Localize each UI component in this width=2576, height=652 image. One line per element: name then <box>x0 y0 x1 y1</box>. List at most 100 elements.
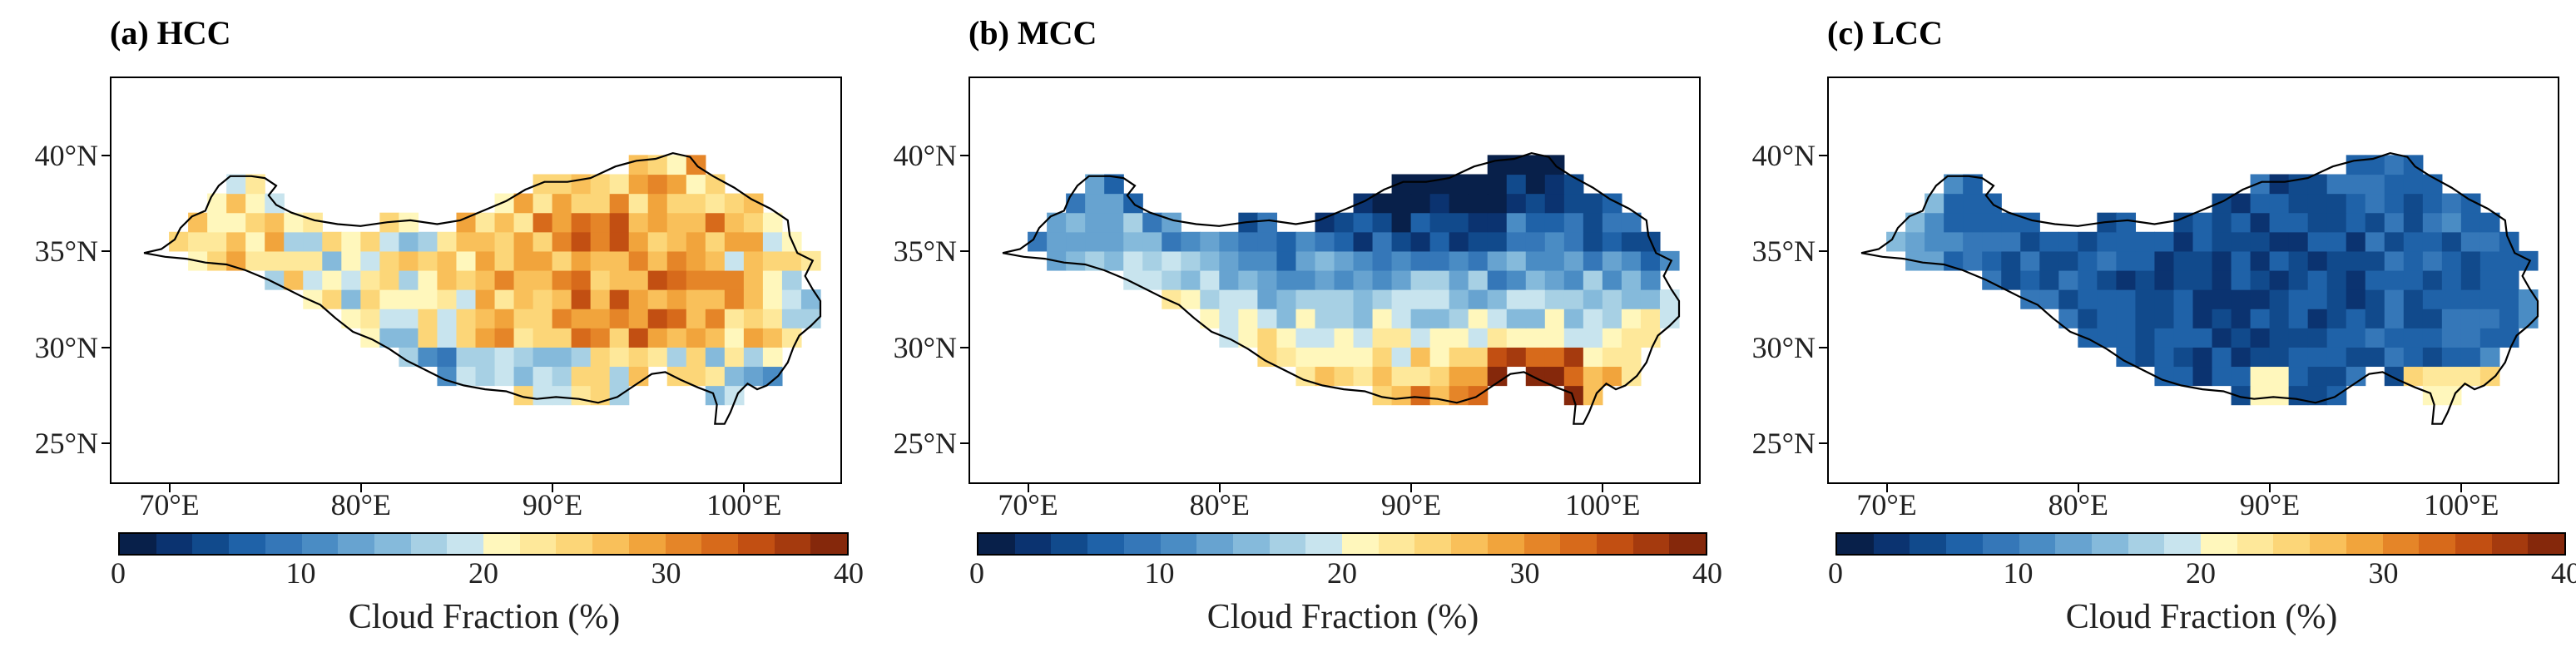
grid-cell <box>360 309 380 328</box>
colorbar-segment <box>2382 534 2420 554</box>
grid-cell <box>1429 193 1450 214</box>
grid-cell <box>2460 347 2481 368</box>
grid-cell <box>513 231 534 252</box>
grid-cell <box>590 309 611 328</box>
grid-cell <box>571 212 592 233</box>
grid-cell <box>2058 309 2078 328</box>
grid-cell <box>571 385 592 406</box>
grid-cell <box>1621 328 1642 348</box>
grid-cell <box>1563 269 1584 290</box>
grid-cell <box>1602 366 1622 387</box>
grid-cell <box>590 193 611 214</box>
grid-cell <box>552 328 572 348</box>
grid-cell <box>418 328 438 348</box>
colorbar-segment <box>1414 534 1452 554</box>
grid-cell <box>2154 328 2175 348</box>
grid-cell <box>418 289 438 309</box>
panel-hcc: (a) HCC 40°N 35°N 30°N 25°N 70°E 80°E 90°E 100°E… <box>0 0 864 652</box>
grid-cell <box>2288 289 2309 309</box>
grid-cell <box>2135 269 2156 290</box>
grid-cell <box>2346 212 2366 233</box>
grid-cell <box>647 269 668 290</box>
colorbar-tick-label: 20 <box>2186 556 2216 590</box>
grid-cell <box>2001 269 2021 290</box>
grid-cell <box>1334 231 1355 252</box>
grid-cell <box>1506 328 1527 348</box>
grid-cell <box>2192 212 2213 233</box>
grid-cell <box>1142 231 1162 252</box>
grid-cell <box>1372 309 1393 328</box>
grid-cell <box>1353 212 1374 233</box>
grid-cell <box>513 212 534 233</box>
grid-cell <box>1315 328 1335 348</box>
grid-cell <box>590 269 611 290</box>
grid-cell <box>1391 309 1412 328</box>
grid-cell <box>2326 366 2347 387</box>
grid-cell <box>1257 231 1278 252</box>
grid-cell <box>2269 250 2290 271</box>
grid-cell <box>686 174 706 195</box>
lat-tick-label: 25°N <box>1751 427 1816 461</box>
grid-cell <box>2326 309 2347 328</box>
grid-cell <box>2422 328 2443 348</box>
grid-cell <box>1506 212 1527 233</box>
colorbar-segment <box>1596 534 1633 554</box>
grid-cell <box>2116 347 2137 368</box>
grid-cell <box>188 212 208 233</box>
grid-cell <box>2231 328 2252 348</box>
grid-cell <box>2001 212 2021 233</box>
grid-cell <box>1353 347 1374 368</box>
grid-cell <box>1315 269 1335 290</box>
grid-cell <box>2250 269 2271 290</box>
grid-cell <box>2307 174 2328 195</box>
grid-cell <box>1544 193 1565 214</box>
colorbar-segment <box>701 534 738 554</box>
grid-cell <box>666 250 687 271</box>
grid-cell <box>686 212 706 233</box>
grid-cell <box>1602 231 1622 252</box>
colorbar <box>118 532 849 556</box>
grid-cell <box>686 347 706 368</box>
grid-cell <box>2384 366 2405 387</box>
lon-tick-label: 80°E <box>330 488 392 521</box>
grid-cell <box>2269 309 2290 328</box>
grid-cell <box>762 309 783 328</box>
grid-cell <box>2078 250 2098 271</box>
grid-cell <box>1219 269 1239 290</box>
grid-cell <box>2192 289 2213 309</box>
grid-cell <box>2422 347 2443 368</box>
grid-cell <box>2212 269 2232 290</box>
grid-cell <box>1659 309 1680 328</box>
grid-cell <box>2346 269 2366 290</box>
panel-mcc: (b) MCC 40°N 35°N 30°N 25°N 70°E 80°E 90°E 100°E… <box>859 0 1722 652</box>
grid-cell <box>800 250 821 271</box>
grid-cell <box>2422 289 2443 309</box>
grid-cell <box>1905 212 1925 233</box>
grid-cell <box>494 250 515 271</box>
grid-cell <box>1563 231 1584 252</box>
grid-cell <box>1257 212 1278 233</box>
map-plot <box>143 151 822 425</box>
grid-cell <box>1621 269 1642 290</box>
grid-cell <box>1085 174 1105 195</box>
grid-cell <box>456 231 477 252</box>
grid-cell <box>552 385 572 406</box>
grid-cell <box>2479 366 2500 387</box>
lat-tick-label: 30°N <box>893 330 957 364</box>
colorbar-tick-label: 40 <box>2551 556 2576 590</box>
grid-cell <box>303 212 323 233</box>
grid-cell <box>1544 212 1565 233</box>
grid-cell <box>399 212 419 233</box>
grid-cell <box>781 269 802 290</box>
grid-cell <box>705 328 726 348</box>
grid-cell <box>437 231 458 252</box>
colorbar-segment <box>265 534 302 554</box>
grid-cell <box>2116 250 2137 271</box>
grid-cell <box>781 309 802 328</box>
grid-cell <box>2479 347 2500 368</box>
grid-cell <box>513 347 534 368</box>
grid-cell <box>226 231 246 252</box>
grid-cell <box>1506 269 1527 290</box>
grid-cell <box>1621 250 1642 271</box>
colorbar-segment <box>2237 534 2274 554</box>
